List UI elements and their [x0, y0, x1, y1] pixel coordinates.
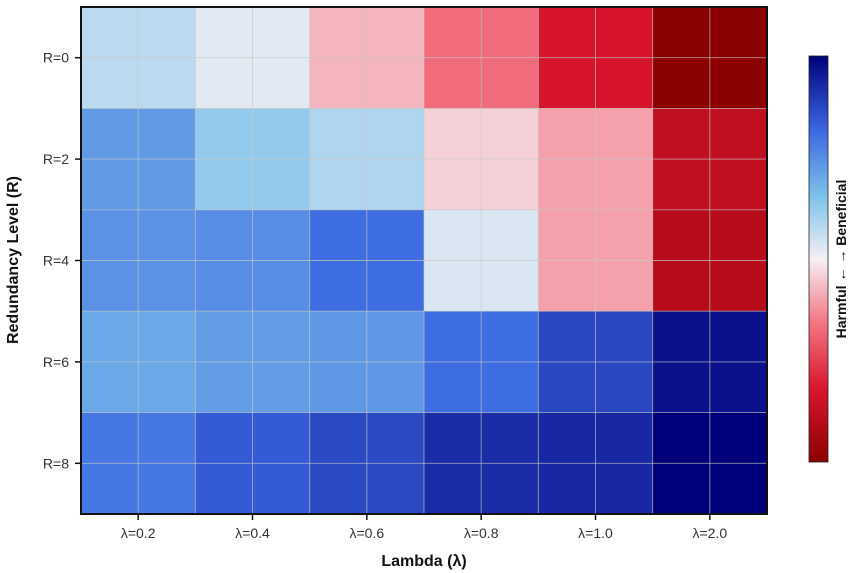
colorbar [808, 55, 829, 463]
y-tick-label: R=4 [43, 253, 69, 269]
y-axis-title: Redundancy Level (R) [5, 176, 22, 344]
x-tick-label: λ=0.8 [464, 525, 499, 541]
x-tick-label: λ=0.4 [235, 525, 270, 541]
x-tick-label: λ=0.2 [121, 525, 156, 541]
x-tick-label: λ=2.0 [693, 525, 728, 541]
colorbar-label: Harmful ← → Beneficial [833, 180, 848, 339]
y-tick-label: R=0 [43, 50, 69, 66]
x-axis-ticks: λ=0.2 λ=0.4 λ=0.6 λ=0.8 λ=1.0 λ=2.0 [121, 514, 728, 541]
x-tick-label: λ=1.0 [578, 525, 613, 541]
x-tick-label: λ=0.6 [350, 525, 385, 541]
y-tick-label: R=6 [43, 354, 69, 370]
y-axis-ticks: R=0 R=2 R=4 R=6 R=8 [43, 50, 81, 471]
x-axis-title: Lambda (λ) [381, 553, 466, 570]
y-tick-label: R=8 [43, 455, 69, 471]
y-tick-label: R=2 [43, 151, 69, 167]
